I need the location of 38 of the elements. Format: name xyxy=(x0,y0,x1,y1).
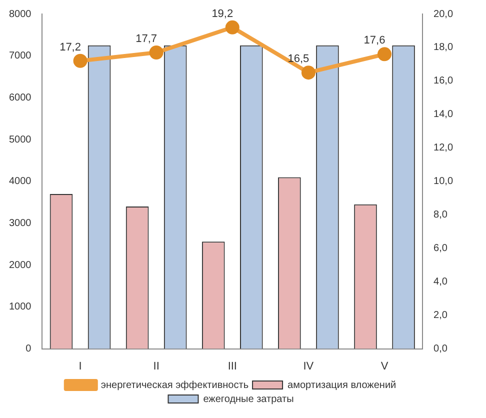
y-tick-label: 5000 xyxy=(8,134,32,146)
y2-tick-label: 12,0 xyxy=(434,142,454,154)
data-label: 17,7 xyxy=(136,33,158,46)
legend-label: амортизация вложений xyxy=(288,380,396,391)
y2-tick-label: 0,0 xyxy=(434,344,448,355)
point xyxy=(301,66,316,80)
y2-tick-label: 4,0 xyxy=(434,276,448,288)
x-tick-label: I xyxy=(78,360,82,372)
y-tick-label: 4000 xyxy=(8,176,32,188)
legend-label: ежегодные затраты xyxy=(203,394,294,405)
y2-tick-label: 2,0 xyxy=(434,310,448,322)
point xyxy=(378,47,392,62)
point xyxy=(225,20,240,34)
point xyxy=(73,54,88,68)
y2-tick-label: 20,0 xyxy=(434,8,454,20)
y2-tick-label: 14,0 xyxy=(434,109,454,120)
x-tick-label: IV xyxy=(303,360,314,372)
y2-tick-label: 6,0 xyxy=(434,243,448,254)
y-tick-label: 8000 xyxy=(8,8,32,20)
data-label: 16,5 xyxy=(288,53,310,66)
y2-tick-label: 16,0 xyxy=(434,76,454,87)
y-tick-label: 3000 xyxy=(8,218,32,229)
legend-label: энергетическая эффективность xyxy=(100,380,249,391)
y2-tick-label: 10,0 xyxy=(434,176,454,188)
x-tick-label: II xyxy=(153,360,160,372)
y-tick-label: 6000 xyxy=(8,92,32,104)
data-label: 17,2 xyxy=(60,41,81,54)
x-tick-label: III xyxy=(228,360,237,372)
y2-tick-label: 18,0 xyxy=(434,42,454,54)
y-tick-label: 1000 xyxy=(8,302,32,313)
x-tick-label: V xyxy=(380,360,389,372)
y2-tick-label: 8,0 xyxy=(434,210,448,221)
y-tick-label: 7000 xyxy=(8,50,32,62)
y-tick-label: 0 xyxy=(26,344,32,355)
data-label: 17,6 xyxy=(364,34,386,47)
point xyxy=(149,46,164,60)
y-tick-label: 2000 xyxy=(8,260,32,271)
data-label: 19,2 xyxy=(212,8,234,20)
